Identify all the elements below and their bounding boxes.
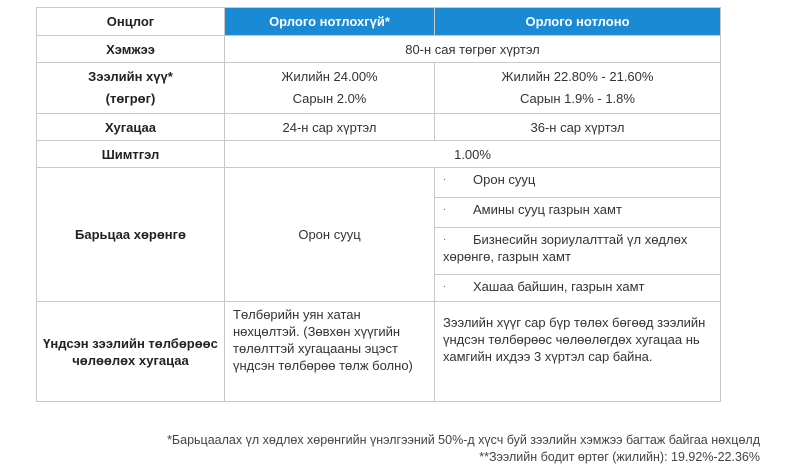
grace-income: Зээлийн хүүг сар бүр төлөх бөгөөд зээлий…	[434, 301, 721, 402]
collateral-item-label: Бизнесийн зориулалттай үл хөдлөх хөрөнгө…	[443, 232, 688, 264]
term-no-income: 24-н сар хүртэл	[224, 113, 435, 141]
interest-label-line1: Зээлийн хүү*	[88, 69, 173, 84]
row-label-fee: Шимтгэл	[36, 140, 225, 168]
row-label-term: Хугацаа	[36, 113, 225, 141]
bullet-icon: ·	[443, 204, 447, 215]
table-row-collateral: Барьцаа хөрөнгө Орон сууц · Орон сууц · Ам…	[36, 167, 721, 302]
header-no-income-proof: Орлого нотлохгүй*	[224, 7, 435, 36]
interest-no-income-monthly: Сарын 2.0%	[292, 91, 367, 106]
list-item: · Орон сууц	[435, 168, 720, 198]
footnote-collateral: *Барьцаалах үл хөдлөх хөрөнгийн үнэлгээн…	[167, 433, 760, 447]
footnote-effective-rate: **Зээлийн бодит өртөг (жилийн): 19.92%-2…	[479, 450, 760, 464]
bullet-icon: ·	[443, 174, 447, 185]
collateral-income-list: · Орон сууц · Амины сууц газрын хамт · Бизн…	[434, 167, 721, 302]
bullet-icon: ·	[443, 281, 447, 292]
collateral-item-label: Хашаа байшин, газрын хамт	[473, 279, 645, 294]
list-item: · Амины сууц газрын хамт	[435, 198, 720, 228]
term-income: 36-н сар хүртэл	[434, 113, 721, 141]
table-row-amount: Хэмжээ 80-н сая төгрөг хүртэл	[36, 35, 721, 63]
bullet-icon: ·	[443, 234, 447, 245]
grace-no-income: Төлбөрийн уян хатан нөхцөлтэй. (Зөвхөн х…	[224, 301, 435, 402]
table-row-fee: Шимтгэл 1.00%	[36, 140, 721, 168]
collateral-item-label: Амины сууц газрын хамт	[473, 202, 622, 217]
interest-no-income: Жилийн 24.00% Сарын 2.0%	[224, 62, 435, 114]
table-row-interest: Зээлийн хүү* (төгрөг) Жилийн 24.00% Сары…	[36, 62, 721, 114]
header-feature: Онцлог	[36, 7, 225, 36]
amount-value: 80-н сая төгрөг хүртэл	[224, 35, 721, 63]
collateral-no-income: Орон сууц	[224, 167, 435, 302]
row-label-grace: Үндсэн зээлийн төлбөрөөс чөлөөлөх хугаца…	[36, 301, 225, 402]
interest-income: Жилийн 22.80% - 21.60% Сарын 1.9% - 1.8%	[434, 62, 721, 114]
interest-income-monthly: Сарын 1.9% - 1.8%	[520, 91, 635, 106]
header-income-proof: Орлого нотлоно	[434, 7, 721, 36]
interest-income-annual: Жилийн 22.80% - 21.60%	[501, 69, 654, 84]
fee-value: 1.00%	[224, 140, 721, 168]
row-label-collateral: Барьцаа хөрөнгө	[36, 167, 225, 302]
interest-label-line2: (төгрөг)	[105, 91, 156, 106]
list-item: · Хашаа байшин, газрын хамт	[435, 275, 720, 301]
table-row-term: Хугацаа 24-н сар хүртэл 36-н сар хүртэл	[36, 113, 721, 141]
table-header-row: Онцлог Орлого нотлохгүй* Орлого нотлоно	[36, 7, 721, 36]
table-row-grace: Үндсэн зээлийн төлбөрөөс чөлөөлөх хугаца…	[36, 301, 721, 402]
interest-no-income-annual: Жилийн 24.00%	[281, 69, 378, 84]
loan-comparison-table: Онцлог Орлого нотлохгүй* Орлого нотлоно …	[36, 7, 721, 402]
list-item: · Бизнесийн зориулалттай үл хөдлөх хөрөнг…	[435, 228, 720, 275]
row-label-interest: Зээлийн хүү* (төгрөг)	[36, 62, 225, 114]
row-label-amount: Хэмжээ	[36, 35, 225, 63]
collateral-item-label: Орон сууц	[473, 172, 536, 187]
